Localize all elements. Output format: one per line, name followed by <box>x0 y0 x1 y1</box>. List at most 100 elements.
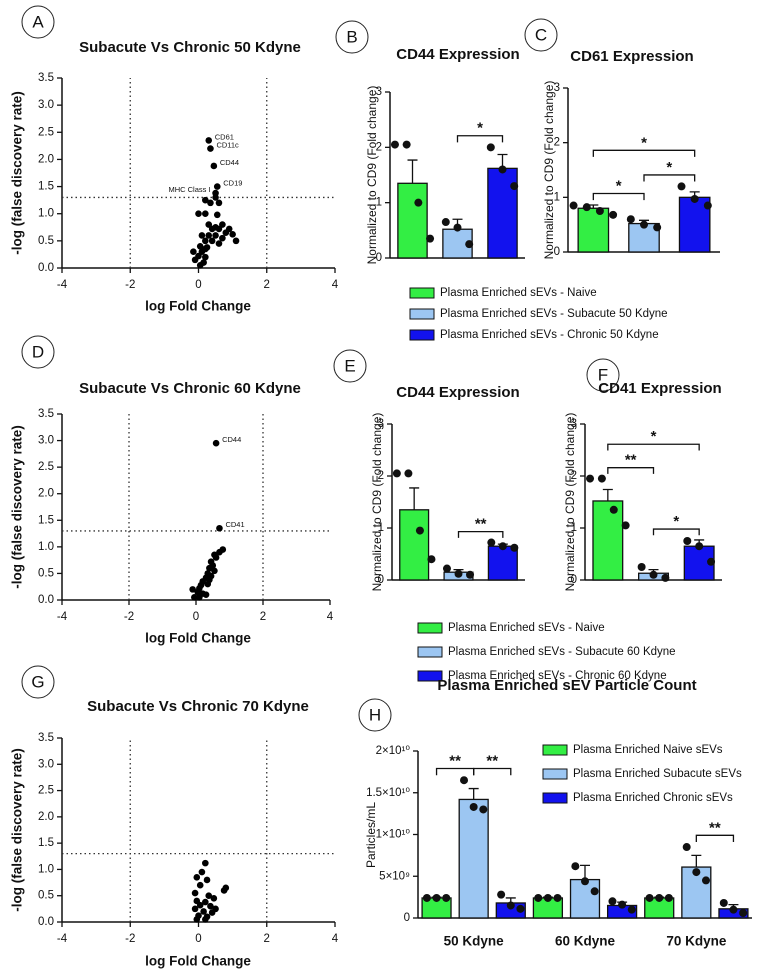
significance-bracket <box>457 530 504 538</box>
data-point <box>609 210 618 219</box>
x-tick-label: 4 <box>332 279 339 291</box>
x-tick-label: 0 <box>195 933 201 945</box>
legend-swatch <box>409 329 435 341</box>
legend-label: Plasma Enriched Chronic sEVs <box>573 792 733 804</box>
data-point <box>202 898 209 906</box>
significance-label: * <box>477 120 483 137</box>
y-tick-label: 3 <box>376 86 382 98</box>
panel-letter-circle <box>21 335 55 369</box>
data-point <box>191 594 198 601</box>
significance-label: ** <box>486 753 498 770</box>
data-point <box>202 237 209 245</box>
data-point <box>510 182 519 191</box>
y-tick-label: 1 <box>571 522 577 534</box>
data-point <box>414 198 423 207</box>
data-point <box>453 223 462 232</box>
y-tick-label: 1.5 <box>38 514 54 526</box>
data-point <box>422 893 431 902</box>
legend-swatch <box>417 670 443 682</box>
y-tick-label: 0 <box>571 574 577 586</box>
y-tick-label: 0 <box>378 574 384 586</box>
data-point <box>215 240 223 247</box>
y-tick-label: 2.0 <box>38 811 54 823</box>
data-point <box>202 245 209 253</box>
y-axis-label: Normalized to CD9 (Fold change) <box>563 413 577 592</box>
legend-swatch <box>542 768 568 780</box>
significance-bracket <box>695 834 735 843</box>
point-annotation: CD41 <box>225 520 244 529</box>
data-point <box>442 893 451 902</box>
point-annotation: MHC Class I <box>168 185 210 194</box>
y-tick-label: 1.5 <box>38 837 54 849</box>
x-tick-label: -4 <box>57 611 68 623</box>
data-point <box>215 199 223 207</box>
y-axis-label: Normalized to CD9 (Fold change) <box>370 413 384 592</box>
x-tick-label: 2 <box>264 933 270 945</box>
y-tick-label: 2.5 <box>38 461 54 473</box>
data-point <box>206 564 213 572</box>
data-point <box>427 555 436 564</box>
data-point <box>618 900 627 909</box>
data-point <box>202 859 209 867</box>
y-tick-label: 3.0 <box>38 99 54 111</box>
data-point <box>202 916 209 923</box>
legend-label: Plasma Enriched sEVs - Naive <box>440 287 597 299</box>
y-tick-label: 5×10⁹ <box>379 870 410 882</box>
y-tick-label: 1.0 <box>38 863 54 875</box>
y-tick-label: 2.5 <box>38 785 54 797</box>
data-point <box>571 862 580 871</box>
x-tick-label: 0 <box>193 611 199 623</box>
data-point <box>202 591 210 598</box>
significance-label: ** <box>709 819 721 836</box>
data-point <box>486 143 495 152</box>
chart-title: Subacute Vs Chronic 60 Kdyne <box>79 380 301 397</box>
data-point <box>190 248 197 256</box>
y-tick-label: 3.0 <box>38 435 54 447</box>
data-point <box>191 256 199 264</box>
significance-label: * <box>651 428 657 445</box>
chart-title: CD44 Expression <box>396 384 519 401</box>
legend-label: Plasma Enriched sEVs - Chronic 50 Kdyne <box>440 329 659 341</box>
data-point <box>207 902 214 910</box>
y-tick-label: 2 <box>376 141 382 153</box>
data-point <box>196 901 204 909</box>
significance-label: ** <box>625 452 637 469</box>
x-tick-label: -4 <box>57 933 68 945</box>
x-axis-label: log Fold Change <box>145 954 251 969</box>
data-point <box>191 889 199 897</box>
bar <box>569 878 601 919</box>
data-point <box>196 261 204 269</box>
data-point <box>497 890 506 899</box>
data-point <box>216 548 223 556</box>
data-point <box>609 505 618 514</box>
y-tick-label: 1.5 <box>38 181 54 193</box>
significance-label: * <box>666 159 672 176</box>
data-point <box>498 165 507 174</box>
data-point <box>441 218 450 227</box>
x-tick-label: 70 Kdyne <box>666 934 727 949</box>
panel-letter-circle <box>333 349 367 383</box>
y-tick-label: 1.0 <box>38 541 54 553</box>
panel-letter: B <box>346 27 357 46</box>
y-tick-label: 0 <box>404 912 410 924</box>
x-tick-label: -4 <box>57 279 68 291</box>
legend-swatch <box>417 646 443 658</box>
y-axis-label: -log (false discovery rate) <box>10 91 25 255</box>
data-point <box>212 905 219 913</box>
error-bar <box>580 864 590 880</box>
point-annotation: CD44 <box>222 435 241 444</box>
y-tick-label: 0.5 <box>38 890 54 902</box>
x-tick-label: 4 <box>332 933 339 945</box>
data-point <box>210 162 218 170</box>
panel-letter: A <box>32 12 44 31</box>
y-axis-label: Particles/mL <box>364 802 378 868</box>
y-tick-label: 0.5 <box>38 567 54 579</box>
data-point <box>198 232 206 239</box>
x-tick-label: 60 Kdyne <box>555 934 616 949</box>
data-point <box>487 538 496 547</box>
bar <box>592 500 624 581</box>
chart-title: CD41 Expression <box>598 380 721 397</box>
data-point <box>701 876 710 885</box>
data-point <box>460 776 469 785</box>
data-point <box>189 586 196 593</box>
